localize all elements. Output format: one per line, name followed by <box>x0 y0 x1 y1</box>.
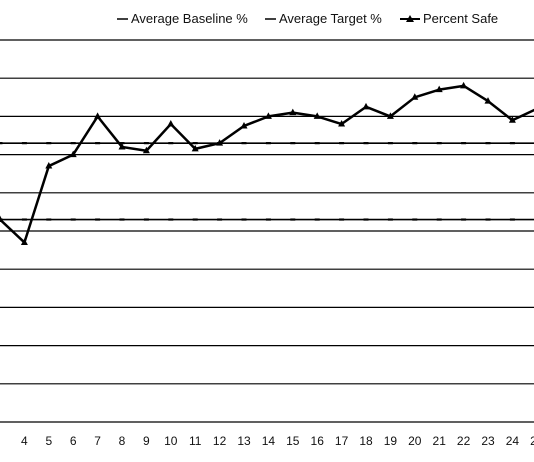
marker-percent-safe <box>20 238 28 245</box>
marker-percent-safe <box>0 215 4 223</box>
x-tick-label: 8 <box>119 434 126 448</box>
x-tick-label: 24 <box>506 434 520 448</box>
legend-item-average-target: Average Target % <box>265 11 382 26</box>
x-tick-label: 21 <box>433 434 447 448</box>
marker-percent-safe <box>411 93 419 100</box>
marker-percent-safe <box>216 139 224 146</box>
marker-percent-safe <box>386 112 394 119</box>
x-tick-label: 11 <box>189 434 202 448</box>
marker-percent-safe <box>191 144 199 152</box>
x-tick-label: 18 <box>359 434 373 448</box>
marker-percent-safe <box>289 108 297 116</box>
x-tick-label: 25 <box>530 434 534 448</box>
marker-percent-safe <box>142 146 150 154</box>
marker-percent-safe <box>460 81 468 89</box>
x-tick-label: 22 <box>457 434 471 448</box>
series-markers <box>0 81 534 245</box>
marker-percent-safe <box>484 97 492 104</box>
x-tick-label: 6 <box>70 434 77 448</box>
x-tick-label: 13 <box>237 434 251 448</box>
x-tick-label: 17 <box>335 434 349 448</box>
x-tick-label: 19 <box>384 434 398 448</box>
legend-marker-percent-safe <box>406 15 414 22</box>
x-tick-label: 10 <box>164 434 178 448</box>
x-axis-ticks: 4 5 6 7 8 9 10 11 12 13 14 15 16 17 18 19 20 21 22 23 24 25 <box>21 434 534 448</box>
marker-percent-safe <box>69 150 77 158</box>
x-tick-label: 4 <box>21 434 28 448</box>
legend-item-percent-safe: Percent Safe <box>400 11 498 26</box>
marker-percent-safe <box>45 162 53 169</box>
legend-label-percent-safe: Percent Safe <box>423 11 498 26</box>
x-tick-label: 7 <box>94 434 101 448</box>
marker-percent-safe <box>240 121 248 129</box>
legend-item-average-baseline: Average Baseline % <box>117 11 248 26</box>
x-tick-label: 23 <box>481 434 495 448</box>
x-tick-label: 20 <box>408 434 422 448</box>
marker-percent-safe <box>167 120 175 127</box>
marker-percent-safe <box>508 116 516 123</box>
legend-label-average-target: Average Target % <box>279 11 382 26</box>
x-tick-label: 15 <box>286 434 300 448</box>
x-tick-label: 9 <box>143 434 150 448</box>
marker-percent-safe <box>338 120 346 127</box>
legend-label-average-baseline: Average Baseline % <box>131 11 248 26</box>
marker-percent-safe <box>362 102 370 110</box>
marker-percent-safe <box>94 112 102 119</box>
marker-percent-safe <box>264 112 272 119</box>
marker-percent-safe <box>118 142 126 150</box>
legend: Average Baseline % Average Target % Perc… <box>117 11 498 26</box>
x-tick-label: 5 <box>45 434 52 448</box>
gridlines <box>0 39 534 423</box>
x-tick-label: 14 <box>262 434 276 448</box>
x-tick-label: 12 <box>213 434 227 448</box>
marker-percent-safe <box>313 112 321 119</box>
marker-percent-safe <box>435 85 443 93</box>
x-tick-label: 16 <box>311 434 325 448</box>
